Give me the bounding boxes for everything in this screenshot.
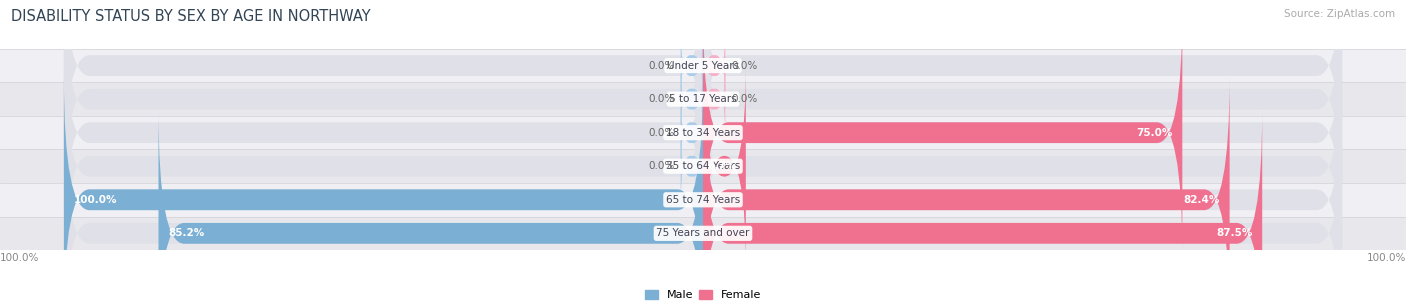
Text: 0.0%: 0.0%	[731, 94, 758, 104]
FancyBboxPatch shape	[63, 76, 703, 305]
FancyBboxPatch shape	[63, 42, 703, 290]
Text: 82.4%: 82.4%	[1184, 195, 1220, 205]
Text: 0.0%: 0.0%	[648, 61, 675, 70]
FancyBboxPatch shape	[63, 0, 703, 223]
Text: 0.0%: 0.0%	[648, 94, 675, 104]
FancyBboxPatch shape	[703, 26, 725, 106]
Bar	[0, 217, 1406, 250]
FancyBboxPatch shape	[703, 76, 1230, 305]
Text: Under 5 Years: Under 5 Years	[666, 61, 740, 70]
Bar	[0, 116, 1406, 149]
FancyBboxPatch shape	[63, 76, 703, 305]
Text: 87.5%: 87.5%	[1216, 228, 1253, 238]
FancyBboxPatch shape	[703, 0, 1343, 189]
Text: 35 to 64 Years: 35 to 64 Years	[666, 161, 740, 171]
Bar	[0, 82, 1406, 116]
Text: 0.0%: 0.0%	[648, 128, 675, 138]
FancyBboxPatch shape	[681, 93, 703, 173]
FancyBboxPatch shape	[703, 64, 745, 268]
Text: 100.0%: 100.0%	[1367, 253, 1406, 263]
Bar	[0, 149, 1406, 183]
FancyBboxPatch shape	[681, 26, 703, 106]
FancyBboxPatch shape	[703, 109, 1343, 305]
Legend: Male, Female: Male, Female	[640, 285, 766, 305]
Text: 75 Years and over: 75 Years and over	[657, 228, 749, 238]
FancyBboxPatch shape	[703, 42, 1343, 290]
FancyBboxPatch shape	[63, 9, 703, 257]
Text: 5 to 17 Years: 5 to 17 Years	[669, 94, 737, 104]
Text: 0.0%: 0.0%	[648, 161, 675, 171]
Text: 100.0%: 100.0%	[0, 253, 39, 263]
Text: 100.0%: 100.0%	[73, 195, 117, 205]
Text: 75.0%: 75.0%	[1136, 128, 1173, 138]
FancyBboxPatch shape	[681, 59, 703, 139]
Text: 6.7%: 6.7%	[707, 161, 737, 171]
Text: 85.2%: 85.2%	[169, 228, 204, 238]
FancyBboxPatch shape	[703, 59, 725, 139]
Text: 18 to 34 Years: 18 to 34 Years	[666, 128, 740, 138]
FancyBboxPatch shape	[703, 9, 1182, 257]
Bar	[0, 183, 1406, 217]
Text: DISABILITY STATUS BY SEX BY AGE IN NORTHWAY: DISABILITY STATUS BY SEX BY AGE IN NORTH…	[11, 9, 371, 24]
Bar	[0, 49, 1406, 82]
FancyBboxPatch shape	[703, 9, 1343, 257]
FancyBboxPatch shape	[703, 0, 1343, 223]
FancyBboxPatch shape	[159, 109, 703, 305]
FancyBboxPatch shape	[63, 109, 703, 305]
FancyBboxPatch shape	[63, 0, 703, 189]
FancyBboxPatch shape	[703, 76, 1343, 305]
FancyBboxPatch shape	[681, 126, 703, 206]
FancyBboxPatch shape	[703, 109, 1263, 305]
Text: Source: ZipAtlas.com: Source: ZipAtlas.com	[1284, 9, 1395, 19]
Text: 0.0%: 0.0%	[731, 61, 758, 70]
Text: 65 to 74 Years: 65 to 74 Years	[666, 195, 740, 205]
